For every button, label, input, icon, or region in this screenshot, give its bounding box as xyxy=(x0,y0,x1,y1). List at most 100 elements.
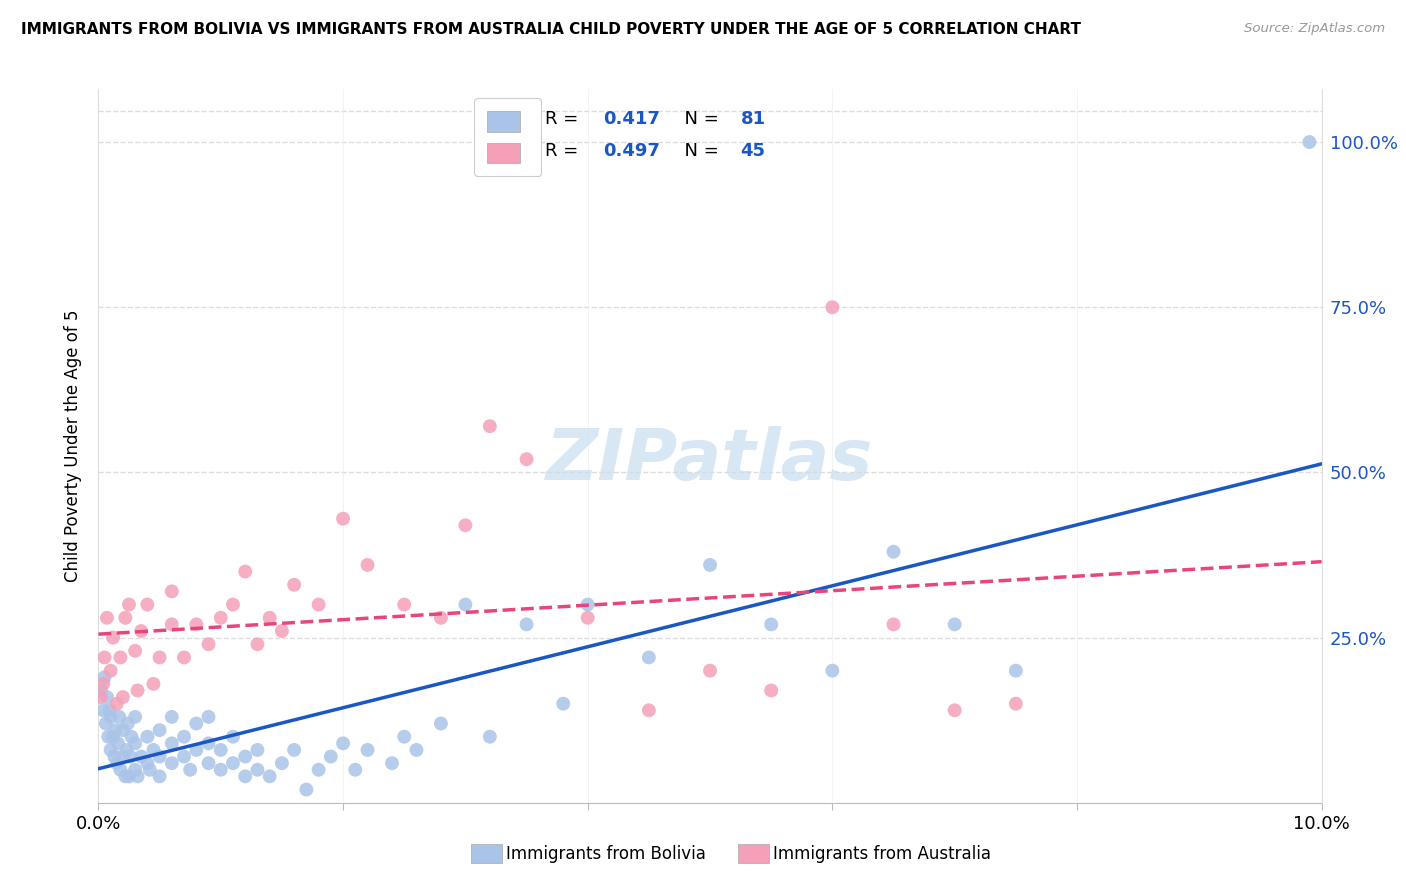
Point xyxy=(283,578,305,592)
Point xyxy=(197,637,219,651)
Point xyxy=(222,730,245,744)
Point xyxy=(332,736,354,750)
Point xyxy=(405,743,427,757)
Point xyxy=(197,710,219,724)
Point xyxy=(173,650,195,665)
Point xyxy=(270,624,292,638)
Point xyxy=(124,644,146,658)
Point xyxy=(105,697,128,711)
Point xyxy=(108,710,131,724)
Point xyxy=(332,511,354,525)
Point xyxy=(149,650,172,665)
Text: 81: 81 xyxy=(741,111,766,128)
Point xyxy=(883,545,905,559)
Point xyxy=(173,730,195,744)
Point xyxy=(699,558,721,572)
Point xyxy=(160,756,183,771)
Text: 0.497: 0.497 xyxy=(603,143,661,161)
Point xyxy=(478,730,501,744)
Point xyxy=(943,703,966,717)
Point xyxy=(478,419,501,434)
Point xyxy=(101,730,124,744)
Point xyxy=(283,743,305,757)
Point xyxy=(93,650,115,665)
Point xyxy=(90,683,112,698)
Text: N =: N = xyxy=(673,111,725,128)
Point xyxy=(233,565,256,579)
Point xyxy=(759,617,782,632)
Point xyxy=(103,749,125,764)
Point xyxy=(118,769,141,783)
Point xyxy=(124,736,146,750)
Point xyxy=(576,598,599,612)
Point xyxy=(139,763,162,777)
Point xyxy=(117,716,139,731)
Point xyxy=(160,736,183,750)
Point xyxy=(97,730,120,744)
Point xyxy=(114,769,136,783)
Point xyxy=(142,743,165,757)
Text: 45: 45 xyxy=(741,143,766,161)
Point xyxy=(186,617,208,632)
Text: ZIPatlas: ZIPatlas xyxy=(547,425,873,495)
Point xyxy=(179,763,201,777)
Point xyxy=(149,749,172,764)
Point xyxy=(124,763,146,777)
Point xyxy=(222,756,245,771)
Point xyxy=(120,730,142,744)
Point xyxy=(160,710,183,724)
Point xyxy=(943,617,966,632)
Point xyxy=(100,743,122,757)
Point xyxy=(100,664,122,678)
Point xyxy=(883,617,905,632)
Point xyxy=(136,598,159,612)
Point xyxy=(105,756,128,771)
Point xyxy=(454,518,477,533)
Text: Source: ZipAtlas.com: Source: ZipAtlas.com xyxy=(1244,22,1385,36)
Point xyxy=(1298,135,1320,149)
Point xyxy=(100,710,122,724)
Point xyxy=(129,749,152,764)
Point xyxy=(94,716,117,731)
Point xyxy=(96,611,118,625)
Point xyxy=(111,749,134,764)
Point xyxy=(104,723,127,738)
Point xyxy=(127,769,149,783)
Point xyxy=(160,584,183,599)
Point xyxy=(1004,664,1026,678)
Point xyxy=(430,611,453,625)
Point xyxy=(111,723,134,738)
Point xyxy=(98,703,121,717)
Point xyxy=(101,631,124,645)
Point xyxy=(173,749,195,764)
Y-axis label: Child Poverty Under the Age of 5: Child Poverty Under the Age of 5 xyxy=(65,310,83,582)
Point xyxy=(120,749,142,764)
Text: N =: N = xyxy=(673,143,725,161)
Point xyxy=(209,763,232,777)
Point xyxy=(553,697,575,711)
Point xyxy=(259,611,281,625)
Point xyxy=(295,782,318,797)
Point xyxy=(197,736,219,750)
Point xyxy=(637,703,661,717)
Point xyxy=(233,769,256,783)
Point xyxy=(197,756,219,771)
Point xyxy=(110,763,132,777)
Text: R =: R = xyxy=(546,143,583,161)
Text: 0.417: 0.417 xyxy=(603,111,661,128)
Point xyxy=(308,598,330,612)
Point xyxy=(107,736,129,750)
Point xyxy=(576,611,599,625)
Point xyxy=(637,650,661,665)
Point xyxy=(392,730,416,744)
Point xyxy=(270,756,292,771)
Point xyxy=(142,677,165,691)
Point xyxy=(160,617,183,632)
Point xyxy=(319,749,342,764)
Point xyxy=(246,763,269,777)
Point xyxy=(149,769,172,783)
Text: Immigrants from Australia: Immigrants from Australia xyxy=(773,845,991,863)
Point xyxy=(516,452,538,467)
Point xyxy=(118,598,141,612)
Point xyxy=(127,683,149,698)
